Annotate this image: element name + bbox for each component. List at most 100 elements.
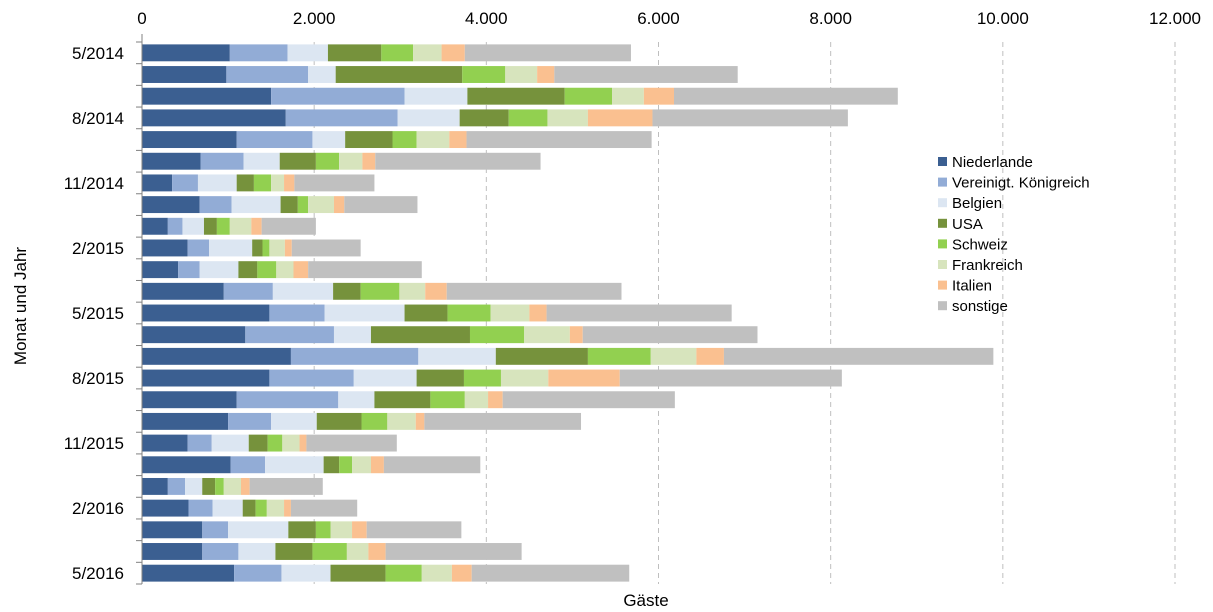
bar-segment-vereinigt-k-nigreich-11-2014 <box>172 174 198 192</box>
bar-segment-belgien-10-2015 <box>271 412 317 430</box>
bars <box>142 44 994 582</box>
bar-segment-sonstige-5-2014 <box>464 44 631 62</box>
bar-segment-italien-1-2015 <box>251 217 262 235</box>
bar-segment-usa-6-2015 <box>370 326 470 344</box>
legend-swatch <box>938 157 947 166</box>
bar-segment-sonstige-9-2014 <box>466 131 652 149</box>
x-tick-label: 8.000 <box>809 9 852 28</box>
bar-segment-italien-8-2014 <box>587 109 653 127</box>
bar-segment-usa-4-2016 <box>275 543 313 560</box>
legend-label: Niederlande <box>952 154 1033 171</box>
bar-segment-schweiz-6-2014 <box>462 66 506 83</box>
bar-segment-niederlande-12-2015 <box>142 456 231 474</box>
bar-segment-niederlande-10-2015 <box>142 412 229 430</box>
bar-segment-sonstige-1-2016 <box>249 477 323 495</box>
legend: Niederlande Vereinigt. Königreich Belgien U… <box>938 154 1090 315</box>
bar-segment-frankreich-9-2015 <box>464 391 489 409</box>
x-tick-label: 12.000 <box>1149 9 1201 28</box>
bar-segment-schweiz-12-2015 <box>339 456 353 474</box>
bar-segment-schweiz-2-2015 <box>262 239 270 257</box>
bar-segment-belgien-7-2015 <box>418 347 496 365</box>
bar-segment-usa-3-2016 <box>288 521 316 539</box>
bar-segment-frankreich-7-2014 <box>612 87 644 105</box>
bar-segment-usa-5-2016 <box>330 564 386 582</box>
bar-segment-italien-8-2015 <box>548 369 620 387</box>
y-tick-label: 11/2015 <box>64 434 124 453</box>
bar-segment-belgien-8-2014 <box>397 109 460 127</box>
bar-segment-niederlande-3-2016 <box>142 521 203 539</box>
bar-segment-belgien-12-2015 <box>265 456 324 474</box>
bar-segment-schweiz-1-2015 <box>216 217 230 235</box>
bar-segment-italien-5-2014 <box>441 44 465 62</box>
bar-segment-frankreich-1-2015 <box>229 217 252 235</box>
bar-segment-schweiz-4-2015 <box>360 282 400 300</box>
bar-segment-belgien-9-2014 <box>312 131 346 149</box>
bar-segment-vereinigt-k-nigreich-1-2015 <box>167 217 183 235</box>
bar-segment-belgien-11-2014 <box>197 174 237 192</box>
bar-segment-usa-5-2014 <box>327 44 382 62</box>
bar-segment-niederlande-8-2015 <box>142 369 270 387</box>
bar-segment-belgien-6-2014 <box>308 66 336 83</box>
bar-segment-belgien-1-2015 <box>182 217 204 235</box>
bar-segment-usa-4-2015 <box>333 282 361 300</box>
y-tick-label: 2/2015 <box>72 239 124 258</box>
bar-segment-frankreich-5-2016 <box>421 564 452 582</box>
bar-segment-usa-9-2014 <box>345 131 393 149</box>
bar-segment-belgien-4-2015 <box>272 282 334 300</box>
bar-segment-sonstige-12-2014 <box>344 196 418 214</box>
bar-segment-vereinigt-k-nigreich-10-2015 <box>228 412 272 430</box>
bar-segment-frankreich-4-2015 <box>399 282 426 300</box>
bar-segment-belgien-2-2015 <box>209 239 253 257</box>
bar-segment-italien-11-2015 <box>299 434 307 452</box>
legend-label: Frankreich <box>952 257 1023 274</box>
bar-segment-italien-6-2014 <box>537 66 555 83</box>
bar-segment-italien-12-2015 <box>370 456 384 474</box>
bar-segment-usa-12-2014 <box>280 196 298 214</box>
x-tick-label: 6.000 <box>637 9 680 28</box>
legend-swatch <box>938 239 947 249</box>
bar-segment-sonstige-10-2014 <box>375 152 541 170</box>
bar-segment-usa-2-2015 <box>252 239 263 257</box>
bar-segment-niederlande-2-2015 <box>142 239 188 257</box>
bar-segment-belgien-3-2016 <box>228 521 289 539</box>
bar-segment-sonstige-10-2015 <box>424 412 582 430</box>
bar-segment-usa-8-2014 <box>459 109 509 127</box>
bar-segment-vereinigt-k-nigreich-5-2015 <box>269 304 325 322</box>
bar-segment-frankreich-11-2015 <box>282 434 300 452</box>
x-tick-label: 10.000 <box>977 9 1029 28</box>
bar-segment-italien-9-2014 <box>449 131 467 149</box>
bar-segment-usa-11-2014 <box>236 174 254 192</box>
bar-segment-italien-10-2015 <box>415 412 425 430</box>
legend-swatch <box>938 301 947 311</box>
bar-segment-schweiz-8-2014 <box>508 109 548 127</box>
bar-segment-usa-6-2014 <box>335 66 463 83</box>
bar-segment-niederlande-11-2014 <box>142 174 173 192</box>
axes <box>136 34 143 585</box>
y-tick-label: 5/2015 <box>72 304 124 323</box>
legend-swatch <box>938 177 947 187</box>
bar-segment-italien-5-2015 <box>529 304 547 322</box>
bar-segment-sonstige-11-2015 <box>306 434 397 452</box>
bar-segment-sonstige-6-2014 <box>554 66 738 83</box>
bar-segment-schweiz-10-2014 <box>315 152 340 170</box>
bar-segment-schweiz-12-2014 <box>297 196 309 214</box>
bar-segment-italien-6-2015 <box>569 326 583 344</box>
bar-segment-sonstige-9-2015 <box>502 391 675 409</box>
bar-segment-usa-12-2015 <box>323 456 340 474</box>
bar-segment-vereinigt-k-nigreich-4-2015 <box>223 282 273 300</box>
bar-segment-frankreich-8-2014 <box>547 109 588 127</box>
bar-segment-schweiz-11-2015 <box>267 434 283 452</box>
y-tick-labels: 5/2014 8/2014 11/2014 2/2015 5/2015 8/2015 11/… <box>64 44 124 583</box>
bar-segment-schweiz-10-2015 <box>361 412 388 430</box>
bar-segment-vereinigt-k-nigreich-2-2016 <box>188 499 213 517</box>
bar-segment-sonstige-8-2015 <box>619 369 842 387</box>
bar-segment-italien-4-2015 <box>425 282 447 300</box>
bar-segment-vereinigt-k-nigreich-10-2014 <box>200 152 244 170</box>
bar-segment-usa-1-2015 <box>203 217 217 235</box>
bar-segment-niederlande-9-2014 <box>142 131 237 149</box>
bar-segment-vereinigt-k-nigreich-8-2015 <box>269 369 354 387</box>
bar-segment-vereinigt-k-nigreich-3-2015 <box>178 261 200 279</box>
bar-segment-niederlande-1-2016 <box>142 477 168 495</box>
bar-segment-belgien-5-2014 <box>287 44 328 62</box>
